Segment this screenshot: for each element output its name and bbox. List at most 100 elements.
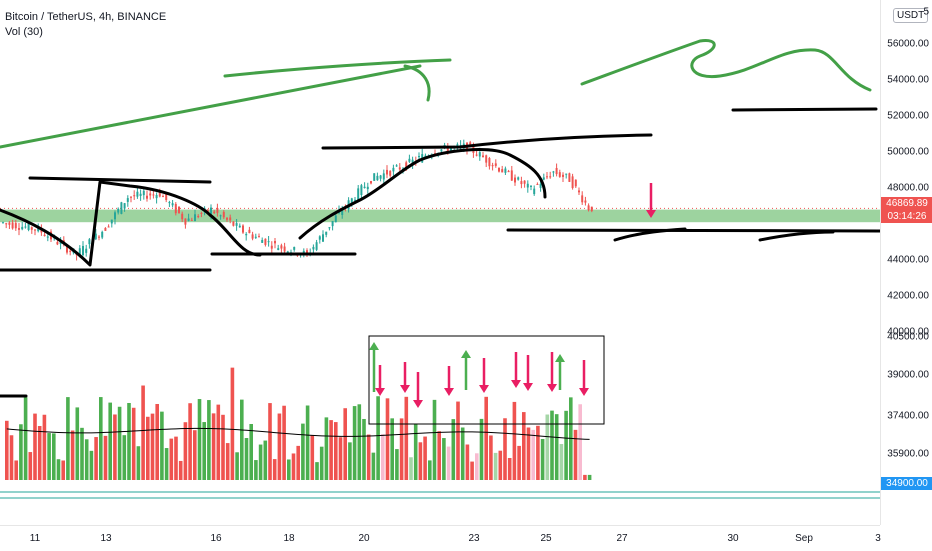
volume-down-arrow-head (444, 388, 454, 396)
candle-body (222, 211, 225, 218)
price-tick-label: 56000.00 (887, 38, 929, 50)
candle-body (581, 195, 584, 203)
volume-bar (235, 452, 239, 480)
time-scale[interactable]: 11 13 16 18 20 23 25 27 30 Sep 3 (0, 525, 881, 551)
candle-body (136, 191, 139, 197)
candle-body (229, 217, 232, 221)
candle-body (488, 158, 491, 167)
candle-body (565, 173, 568, 175)
volume-bar (423, 436, 427, 480)
candle-body (34, 229, 36, 231)
candle-body (258, 236, 260, 238)
price-volume-chart[interactable] (0, 0, 880, 525)
volume-bar (432, 399, 437, 480)
volume-bar (371, 452, 376, 480)
volume-bar (141, 385, 145, 480)
volume-bar (498, 450, 503, 480)
time-tick-label: 23 (468, 533, 480, 544)
candle-body (24, 226, 27, 228)
volume-bar (230, 367, 235, 480)
candle-body (373, 173, 376, 181)
volume-up-arrow-head (555, 354, 565, 362)
candle-body (542, 177, 545, 180)
volume-up-arrow-head (461, 350, 471, 358)
volume-bar (399, 418, 404, 480)
candle-body (578, 190, 580, 193)
candle-body (254, 236, 257, 238)
volume-bar (536, 425, 540, 480)
volume-bar (160, 411, 164, 480)
volume-bar (197, 399, 202, 480)
volume-bar (587, 474, 592, 480)
volume-bar (14, 460, 18, 480)
candle-body (107, 226, 110, 228)
candle-body (142, 190, 145, 196)
candle-body (194, 214, 196, 222)
candle-body (530, 185, 532, 187)
price-scale[interactable]: USDT 5 56000.00 54000.00 52000.00 50000.00 4… (880, 0, 932, 525)
volume-bar (117, 406, 122, 480)
candle-body (114, 212, 116, 220)
candle-body (30, 227, 33, 230)
price-tick-label: 44000.00 (887, 254, 929, 266)
candle-body (475, 154, 478, 156)
currency-label[interactable]: USDT (893, 8, 929, 23)
volume-bar (169, 438, 174, 480)
candle-body (334, 215, 337, 223)
candle-body (389, 170, 392, 176)
candle-body (184, 218, 187, 225)
candle-body (181, 213, 184, 220)
volume-bar (291, 453, 296, 480)
volume-tick-label: 37400.00 (887, 410, 929, 422)
price-curve-drawing (0, 180, 262, 267)
volume-bar (442, 438, 446, 480)
candle-body (370, 181, 372, 184)
candle-body (411, 159, 414, 165)
candle-body (350, 198, 353, 205)
volume-bar (240, 399, 244, 480)
candle-body (363, 186, 366, 189)
volume-bar (475, 453, 479, 480)
volume-bar (301, 423, 305, 480)
time-tick-label: 25 (540, 533, 552, 544)
candle-body (555, 167, 558, 175)
candle-body (382, 173, 385, 180)
time-tick-label: 11 (29, 533, 41, 544)
volume-bar (343, 408, 347, 480)
chart-area[interactable]: Bitcoin / TetherUS, 4h, BINANCE Vol (30) (0, 0, 880, 525)
candle-body (190, 219, 193, 221)
volume-bar (268, 403, 272, 480)
volume-bar (395, 449, 399, 480)
candle-body (5, 223, 8, 225)
volume-bar (352, 406, 357, 480)
volume-bar (489, 435, 493, 480)
volume-bar (193, 430, 197, 480)
candle-body (46, 236, 49, 238)
volume-bar (42, 414, 47, 480)
volume-tick-label: 35900.00 (887, 448, 929, 460)
candle-body (168, 202, 171, 204)
candle-body (101, 231, 104, 238)
candle-body (306, 250, 308, 254)
volume-bar (178, 460, 183, 480)
candle-body (98, 236, 100, 238)
candle-body (558, 172, 561, 177)
time-tick-label: 16 (210, 533, 222, 544)
volume-bar (348, 442, 352, 480)
volume-down-arrow-head (579, 388, 589, 396)
candle-body (14, 223, 17, 229)
candle-body (325, 231, 328, 235)
candle-body (270, 245, 273, 249)
candle-body (549, 176, 552, 178)
candle-body (478, 152, 481, 157)
volume-bar (89, 450, 94, 480)
candle-body (283, 246, 286, 252)
candle-body (395, 165, 398, 167)
volume-bar (460, 427, 465, 480)
volume-bar (578, 404, 582, 480)
volume-bar (573, 429, 578, 480)
volume-up-arrow-head (369, 342, 379, 350)
candle-body (27, 223, 30, 230)
volume-bar (56, 459, 61, 480)
candle-body (69, 250, 72, 252)
